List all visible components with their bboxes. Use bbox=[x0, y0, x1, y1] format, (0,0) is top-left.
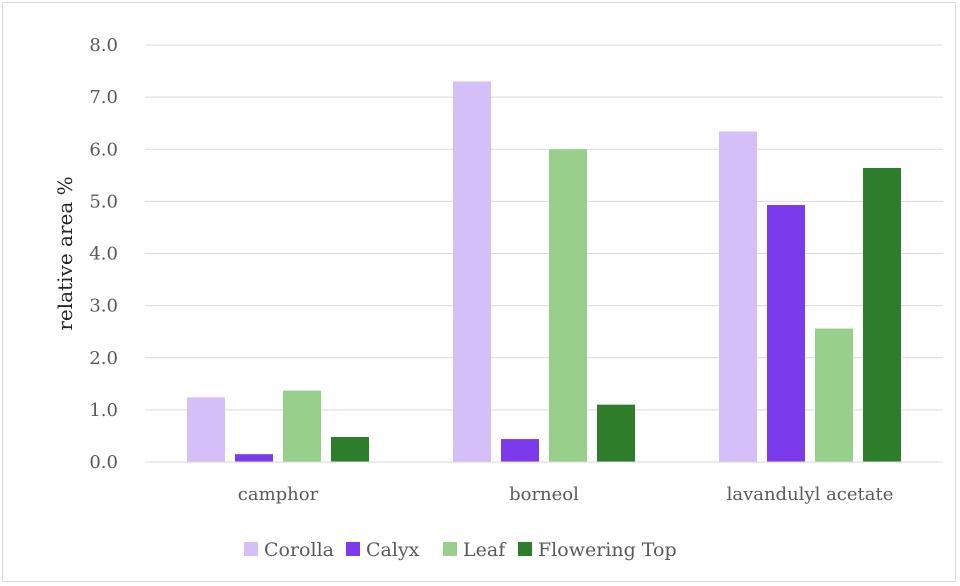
x-axis-categories: camphor borneol lavandulyl acetate bbox=[238, 484, 894, 505]
bar-borneol-corolla bbox=[453, 81, 491, 463]
y-tick-label: 7.0 bbox=[89, 87, 118, 108]
bar-lavandulyl-acetate-flowering-top bbox=[863, 168, 901, 462]
y-tick-label: 1.0 bbox=[89, 400, 118, 421]
legend-label: Flowering Top bbox=[538, 539, 677, 561]
y-tick-label: 0.0 bbox=[89, 452, 118, 473]
bar-camphor-corolla bbox=[187, 397, 225, 462]
y-tick-label: 5.0 bbox=[89, 191, 118, 212]
bar-camphor-flowering-top bbox=[331, 436, 369, 462]
bar-borneol-calyx bbox=[501, 439, 539, 462]
legend-label: Leaf bbox=[463, 539, 507, 561]
y-tick-label: 3.0 bbox=[89, 296, 118, 317]
bar-lavandulyl-acetate-calyx bbox=[767, 205, 805, 462]
grid-lines bbox=[145, 44, 943, 411]
legend-label: Corolla bbox=[264, 539, 334, 561]
bar-camphor-calyx bbox=[235, 454, 273, 462]
y-tick-label: 8.0 bbox=[89, 35, 118, 56]
legend-swatch-calyx bbox=[346, 542, 360, 556]
bar-camphor-leaf bbox=[283, 390, 321, 462]
x-category-label: borneol bbox=[509, 484, 579, 505]
y-tick-label: 6.0 bbox=[89, 139, 118, 160]
legend-swatch-corolla bbox=[244, 542, 258, 556]
bar-borneol-flowering-top bbox=[597, 404, 635, 462]
bar-borneol-leaf bbox=[549, 149, 587, 462]
y-tick-label: 4.0 bbox=[89, 244, 118, 265]
legend-label: Calyx bbox=[366, 539, 420, 561]
y-tick-label: 2.0 bbox=[89, 348, 118, 369]
legend-swatch-flowering-top bbox=[518, 542, 532, 556]
y-axis-ticks: 0.0 1.0 2.0 3.0 4.0 5.0 6.0 7.0 8.0 bbox=[89, 35, 118, 473]
bar-lavandulyl-acetate-corolla bbox=[719, 131, 757, 462]
legend: Corolla Calyx Leaf Flowering Top bbox=[244, 539, 677, 561]
bars bbox=[187, 81, 901, 463]
legend-swatch-leaf bbox=[443, 542, 457, 556]
y-axis-label: relative area % bbox=[53, 176, 77, 330]
bar-lavandulyl-acetate-leaf bbox=[815, 328, 853, 462]
x-category-label: lavandulyl acetate bbox=[727, 484, 894, 505]
x-category-label: camphor bbox=[238, 484, 319, 505]
